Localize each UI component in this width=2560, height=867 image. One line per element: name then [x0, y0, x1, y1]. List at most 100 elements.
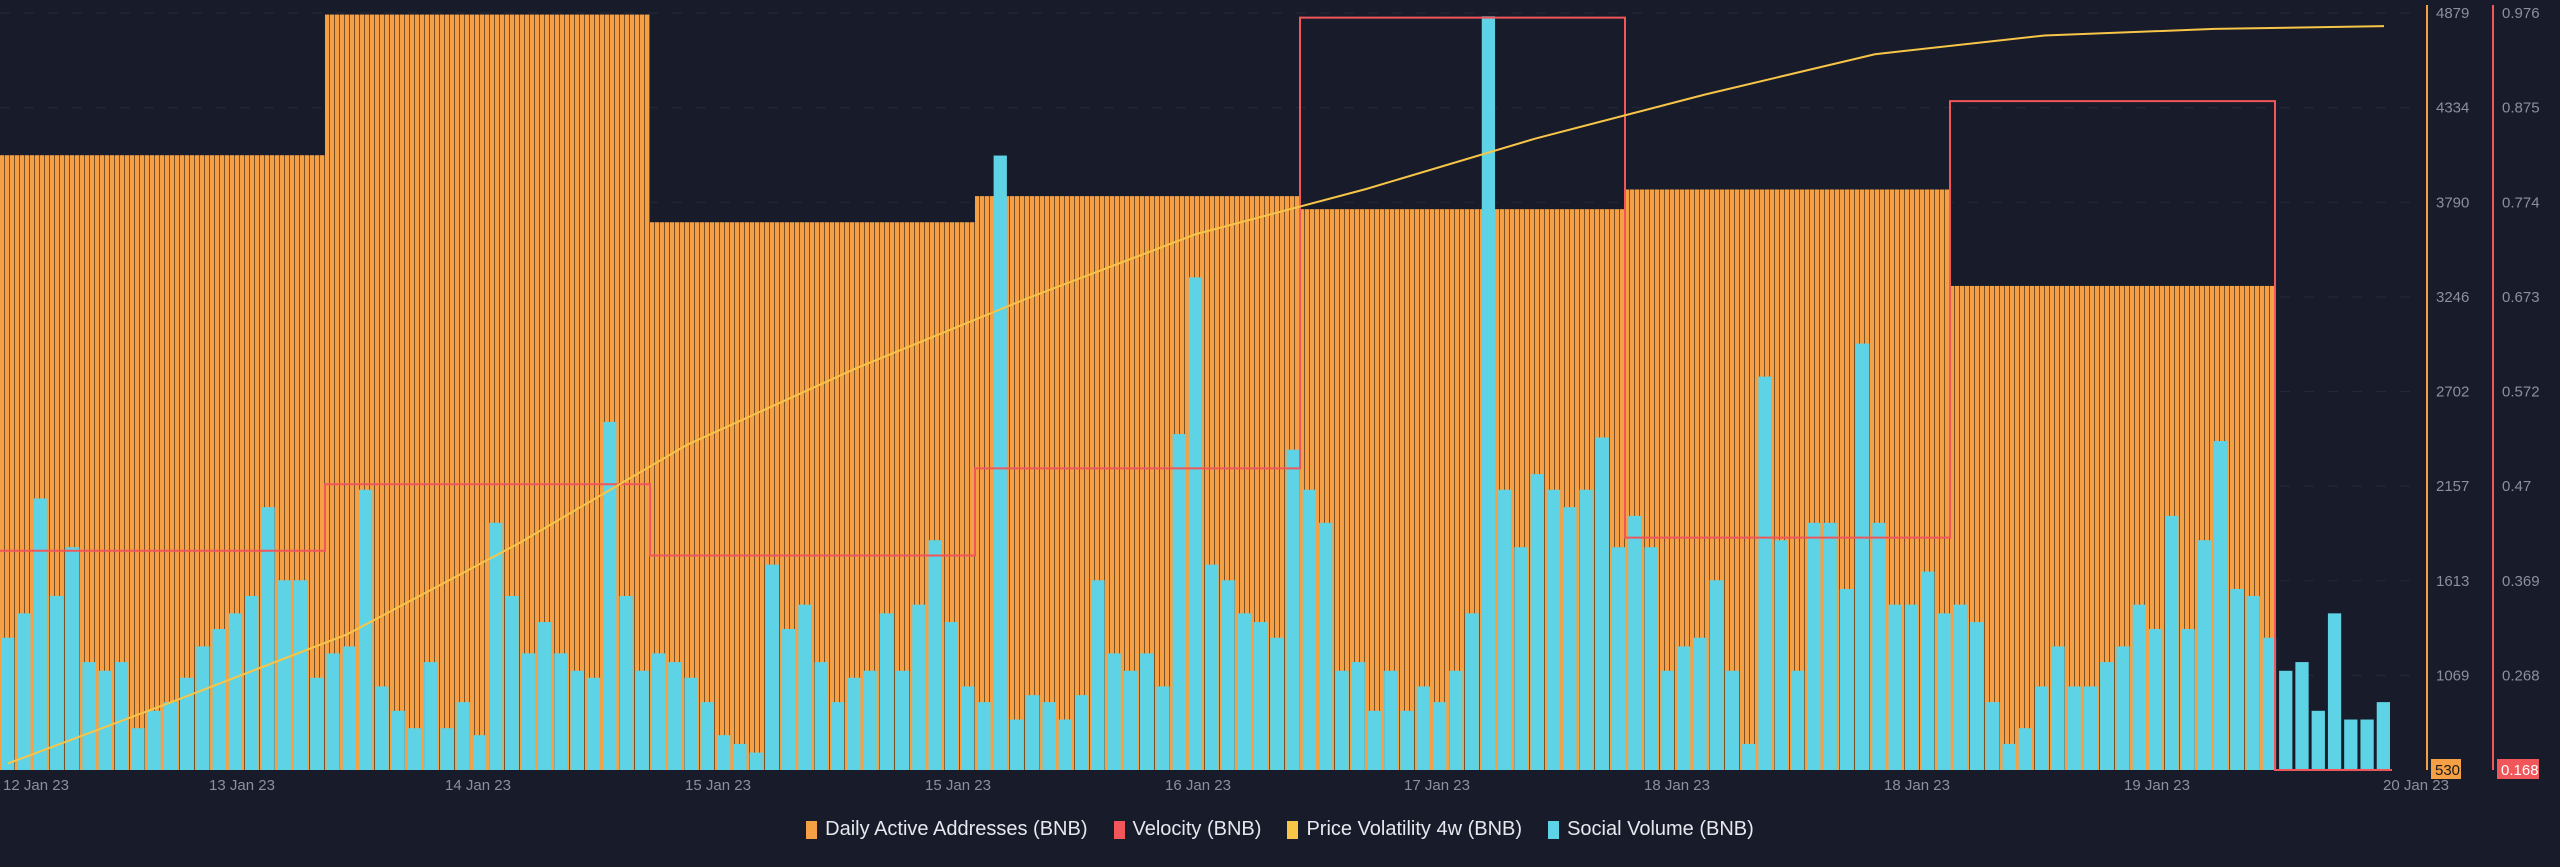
social-volume-bar [993, 155, 1007, 770]
social-volume-bar [1286, 449, 1300, 770]
social-volume-bar [2360, 719, 2374, 770]
social-volume-bar [1611, 547, 1626, 770]
social-volume-bar [1807, 522, 1821, 770]
social-volume-bar [1172, 434, 1186, 770]
social-volume-bar [977, 702, 991, 770]
social-volume-bar [1709, 580, 1723, 770]
social-volume-bar [440, 728, 454, 770]
social-volume-bar [505, 595, 519, 770]
social-volume-bar [1367, 710, 1382, 770]
social-volume-bar [554, 653, 568, 770]
social-volume-bar [782, 629, 796, 770]
velocity-axis-tick: 0.369 [2502, 573, 2540, 590]
social-volume-bar [1319, 522, 1333, 770]
social-volume-bar [2067, 686, 2081, 770]
social-volume-bar [1921, 571, 1935, 770]
legend: Daily Active Addresses (BNB) Velocity (B… [0, 818, 2560, 841]
social-volume-bar [912, 604, 926, 770]
social-volume-bar [1270, 637, 1284, 770]
social-volume-bar [2116, 646, 2130, 770]
price-volatility-series [7, 25, 2385, 765]
social-volume-bar [1237, 613, 1251, 770]
legend-item-social-volume[interactable]: Social Volume (BNB) [1548, 818, 1754, 841]
x-axis-tick: 12 Jan 23 [3, 777, 69, 794]
social-volume-bar [1009, 719, 1024, 770]
social-volume-bar [1205, 564, 1219, 770]
social-volume-bar [310, 677, 324, 770]
social-volume-bar [798, 604, 812, 770]
social-volume-bar [179, 677, 194, 770]
social-volume-bar [586, 677, 601, 770]
social-volume-bar [1888, 604, 1902, 770]
social-volume-bar [212, 629, 226, 770]
x-axis-tick: 17 Jan 23 [1404, 777, 1470, 794]
x-axis-tick: 16 Jan 23 [1165, 777, 1231, 794]
x-axis-tick: 15 Jan 23 [925, 777, 991, 794]
social-volume-bar [961, 686, 975, 770]
social-volume-bar [1677, 646, 1691, 770]
social-volume-bar [277, 580, 291, 770]
social-volume-bar [375, 686, 389, 770]
social-volume-bar [651, 653, 666, 770]
social-volume-bar [2230, 588, 2244, 770]
social-volume-bar [635, 670, 649, 770]
social-volume-bar [131, 728, 145, 770]
velocity-axis-tick: 0.774 [2502, 194, 2540, 211]
social-volume-bar [1042, 702, 1056, 770]
social-volume-bar [2035, 686, 2049, 770]
social-volume-bar [147, 710, 161, 770]
legend-item-velocity[interactable]: Velocity (BNB) [1113, 818, 1261, 841]
social-volume-bar [1123, 670, 1138, 770]
social-volume-bar [358, 489, 373, 770]
social-volume-bar [944, 622, 959, 770]
social-volume-bar [1335, 670, 1349, 770]
social-volume-bar [1253, 622, 1268, 770]
social-volume-bar [1432, 702, 1447, 770]
daa-current-value: 530 [2435, 762, 2460, 779]
legend-item-daa[interactable]: Daily Active Addresses (BNB) [806, 818, 1088, 841]
social-volume-bar [407, 728, 422, 770]
social-volume-bar [1481, 16, 1496, 771]
social-volume-bar [472, 735, 487, 770]
x-axis-tick: 18 Jan 23 [1644, 777, 1710, 794]
x-axis-tick: 19 Jan 23 [2124, 777, 2190, 794]
velocity-axis-tick: 0.572 [2502, 384, 2540, 401]
social-volume-bar [2262, 637, 2277, 770]
social-volume-bar [749, 752, 763, 770]
social-volume-bar [98, 670, 112, 770]
social-volume-bar [293, 580, 308, 770]
legend-item-price-volatility[interactable]: Price Volatility 4w (BNB) [1287, 818, 1522, 841]
social-volume-bar [1872, 522, 1886, 770]
social-volume-bar [2279, 670, 2293, 770]
social-volume-bar [342, 646, 356, 770]
social-volume-bar [1302, 489, 1317, 770]
daa-current-value-badge [2431, 759, 2461, 779]
social-volume-bar [668, 662, 682, 770]
velocity-current-value-badge [2497, 759, 2539, 779]
social-volume-bar [1856, 343, 1870, 770]
x-axis-tick: 13 Jan 23 [209, 777, 275, 794]
legend-swatch [1548, 820, 1560, 839]
social-volume-bar [1774, 540, 1788, 770]
velocity-axis-tick: 0.268 [2502, 667, 2540, 684]
social-volume-bar [1986, 702, 2000, 770]
social-volume-bar [733, 743, 747, 770]
x-axis-tick: 20 Jan 23 [2383, 777, 2449, 794]
social-volume-bar [1498, 489, 1512, 770]
social-volume-bar [1790, 670, 1805, 770]
legend-label: Social Volume (BNB) [1567, 818, 1754, 840]
social-volume-bar [1725, 670, 1740, 770]
social-volume-bar [1058, 719, 1072, 770]
social-volume-bar [1969, 622, 1984, 770]
legend-label: Daily Active Addresses (BNB) [825, 818, 1088, 840]
velocity-axis-tick: 0.673 [2502, 289, 2540, 306]
social-volume-bar [2327, 613, 2342, 770]
price-volatility-line [7, 25, 2385, 765]
legend-label: Price Volatility 4w (BNB) [1306, 818, 1523, 840]
social-volume-bar [765, 564, 780, 770]
social-volume-bar [2311, 710, 2325, 770]
social-volume-bar [2197, 540, 2212, 770]
social-volume-bar [570, 670, 584, 770]
social-volume-bar [2165, 515, 2179, 770]
social-volume-bar [245, 595, 259, 770]
